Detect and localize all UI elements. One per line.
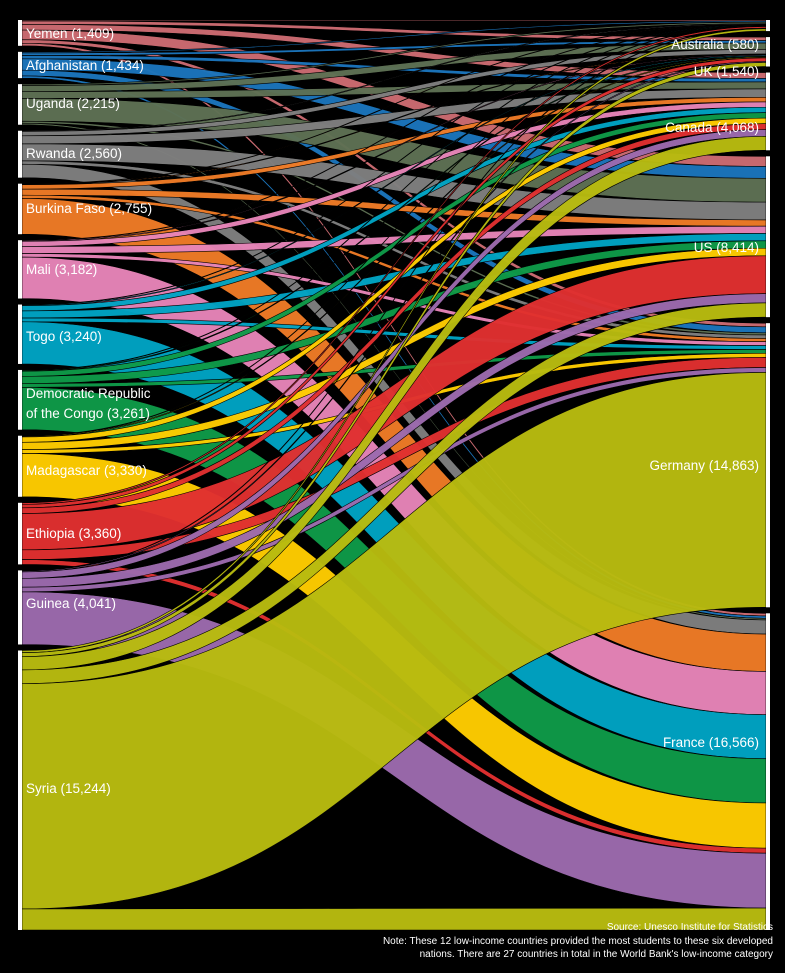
source-label-rwanda: Rwanda (2,560) (26, 146, 123, 161)
source-label-yemen: Yemen (1,409) (26, 26, 115, 41)
flow-syria-to-germany (21, 372, 767, 910)
source-node-yemen (18, 20, 22, 46)
dest-label-germany: Germany (14,863) (649, 458, 759, 473)
source-note: Source: Unesco Institute for Statistics (606, 922, 773, 933)
source-label-afghanistan: Afghanistan (1,434) (26, 58, 144, 73)
source-node-ethiopia (18, 502, 22, 565)
dest-label-australia: Australia (580) (671, 37, 759, 52)
dest-node-australia (766, 20, 770, 32)
dest-node-canada (766, 72, 770, 151)
source-node-afghanistan (18, 51, 22, 79)
source-label-drc-line1: Democratic Republic (26, 386, 151, 401)
source-node-democratic-republic-of-the-congo (18, 369, 22, 430)
dest-label-uk: UK (1,540) (693, 64, 759, 79)
dest-node-germany (766, 323, 770, 608)
source-label-togo: Togo (3,240) (26, 329, 102, 344)
flow-syria-to-australia (21, 28, 767, 654)
source-label-syria: Syria (15,244) (26, 781, 111, 796)
source-node-guinea (18, 570, 22, 645)
source-label-madagascar: Madagascar (3,330) (26, 463, 147, 478)
dest-node-france (766, 613, 770, 930)
source-label-uganda: Uganda (2,215) (26, 96, 120, 111)
source-label-mali: Mali (3,182) (26, 262, 98, 277)
footnote-line1: Note: These 12 low-income countries prov… (382, 936, 773, 947)
source-node-uganda (18, 84, 22, 125)
source-label-ethiopia: Ethiopia (3,360) (26, 526, 122, 541)
source-label-drc-line2: of the Congo (3,261) (26, 406, 150, 421)
dest-label-us: US (8,414) (693, 240, 759, 255)
source-node-burkina-faso (18, 183, 22, 235)
dest-node-uk (766, 37, 770, 67)
footnote-line2: nations. There are 27 countries in total… (419, 949, 773, 960)
dest-label-canada: Canada (4,068) (665, 120, 759, 135)
source-node-rwanda (18, 130, 22, 178)
source-node-mali (18, 240, 22, 299)
dest-label-france: France (16,566) (662, 735, 759, 750)
source-node-madagascar (18, 435, 22, 497)
source-label-burkina-faso: Burkina Faso (2,755) (26, 201, 153, 216)
flow-yemen-to-australia (21, 19, 767, 22)
source-node-syria (18, 650, 22, 930)
source-node-togo (18, 304, 22, 364)
dest-node-us (766, 156, 770, 318)
source-label-guinea: Guinea (4,041) (26, 596, 117, 611)
